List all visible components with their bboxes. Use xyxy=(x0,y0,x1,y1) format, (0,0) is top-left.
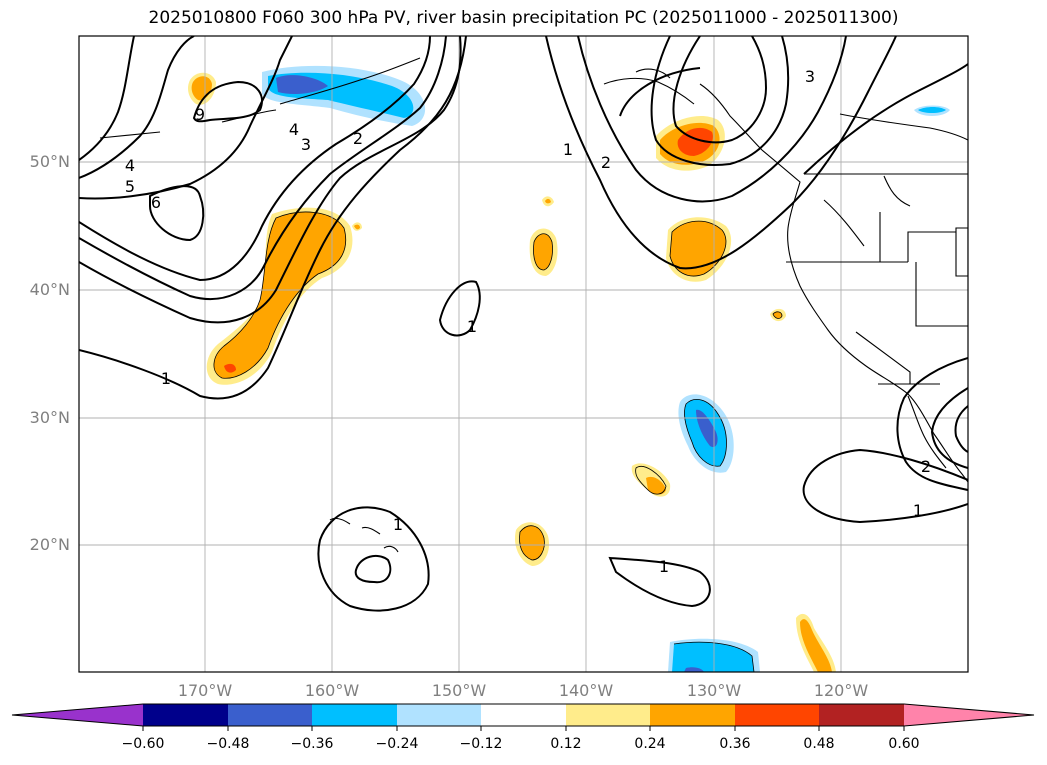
contour-label: 1 xyxy=(467,317,477,336)
lat-label: 50°N xyxy=(29,152,70,171)
lon-label: 120°W xyxy=(813,681,869,700)
contour-label: 3 xyxy=(301,135,311,154)
contour-label: 2 xyxy=(921,457,931,476)
colorbar-bin xyxy=(228,704,312,726)
graticule xyxy=(79,36,968,672)
colorbar-tick-label: 0.60 xyxy=(888,736,920,752)
colorbar-bin xyxy=(735,704,819,726)
colorbar-bin xyxy=(143,704,228,726)
colorbar-tick-label: −0.12 xyxy=(459,736,503,752)
contour-label: 1 xyxy=(161,369,171,388)
lon-label: 150°W xyxy=(431,681,487,700)
colorbar-extend-low xyxy=(12,704,143,726)
precip-outlines xyxy=(213,211,783,672)
colorbar-tick-label: −0.48 xyxy=(206,736,250,752)
contour-label: 1 xyxy=(913,501,923,520)
contour-label: 6 xyxy=(151,193,161,212)
colorbar-tick-label: 0.48 xyxy=(803,736,835,752)
contour-labels: 9 4 5 6 4 3 2 1 2 3 1 1 1 1 2 1 xyxy=(125,67,931,576)
colorbar-tick-label: 0.24 xyxy=(634,736,666,752)
contour-label: 2 xyxy=(353,129,363,148)
lon-label: 160°W xyxy=(304,681,360,700)
colorbar-extend-high xyxy=(904,704,1034,726)
lon-label: 140°W xyxy=(558,681,614,700)
lon-label: 130°W xyxy=(686,681,742,700)
map-frame xyxy=(78,35,969,673)
contour-label: 1 xyxy=(563,140,573,159)
lat-label: 30°N xyxy=(29,408,70,427)
colorbar-bin xyxy=(312,704,397,726)
colorbar-tick-label: 0.12 xyxy=(550,736,582,752)
map-title: 2025010800 F060 300 hPa PV, river basin … xyxy=(148,8,899,28)
colorbar-bin xyxy=(481,704,566,726)
contour-label: 9 xyxy=(195,105,205,124)
pv-contours xyxy=(79,36,968,612)
contour-label: 5 xyxy=(125,177,135,196)
colorbar-bin xyxy=(650,704,735,726)
lat-label: 40°N xyxy=(29,280,70,299)
coastlines xyxy=(99,57,968,553)
colorbar-bin xyxy=(819,704,904,726)
colorbar-bin xyxy=(566,704,650,726)
colorbar-tick-label: 0.36 xyxy=(719,736,751,752)
contour-label: 1 xyxy=(393,515,403,534)
colorbar-bin xyxy=(397,704,481,726)
lat-label: 20°N xyxy=(29,535,70,554)
contour-label: 4 xyxy=(289,120,299,139)
colorbar-tick-label: −0.60 xyxy=(121,736,165,752)
colorbar xyxy=(11,703,1035,731)
contour-label: 3 xyxy=(805,67,815,86)
contour-label: 2 xyxy=(601,153,611,172)
colorbar-tick-label: −0.24 xyxy=(375,736,419,752)
lon-label: 170°W xyxy=(177,681,233,700)
contour-label: 1 xyxy=(659,557,669,576)
contour-label: 4 xyxy=(125,156,135,175)
colorbar-tick-label: −0.36 xyxy=(290,736,334,752)
